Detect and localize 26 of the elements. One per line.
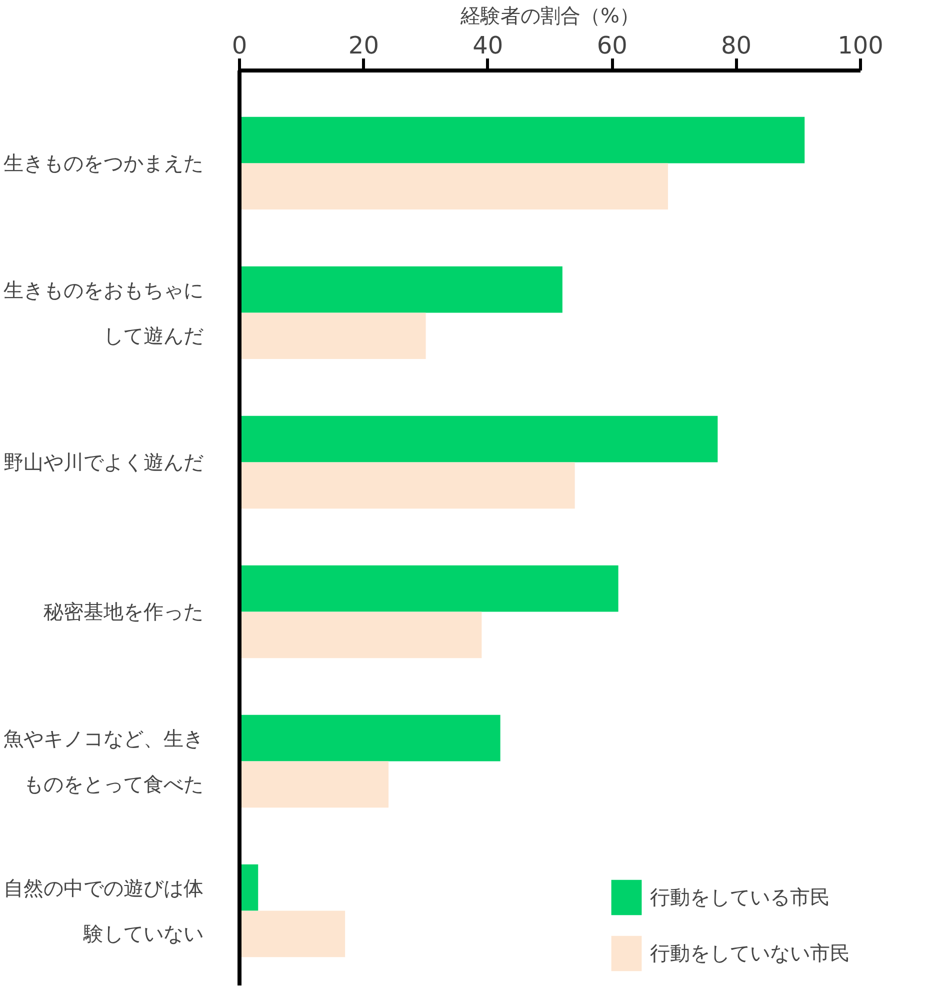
y-tick-label: 自然の中での遊びは体験していない	[4, 876, 204, 946]
bar	[240, 163, 668, 210]
x-tick-label: 80	[721, 32, 752, 60]
bar	[240, 416, 718, 462]
bar	[240, 266, 562, 313]
bar	[240, 612, 482, 658]
x-tick-label: 100	[838, 32, 884, 60]
y-tick-label: 野山や川でよく遊んだ	[4, 450, 204, 474]
bar	[240, 312, 426, 360]
bar	[240, 462, 575, 509]
legend-label: 行動をしている市民	[650, 884, 830, 910]
y-tick-label: 生きものをつかまえた	[4, 151, 204, 176]
y-tick-label: 生きものをおもちゃにして遊んだ	[4, 278, 204, 348]
x-tick-label: 20	[348, 32, 379, 60]
bar	[240, 116, 805, 164]
legend-label: 行動をしていない市民	[650, 940, 850, 966]
x-tick-label: 0	[232, 32, 248, 60]
y-tick-label: 秘密基地を作った	[44, 600, 204, 624]
bar	[240, 910, 346, 958]
x-tick-label: 60	[596, 32, 628, 60]
x-tick-label: 40	[472, 32, 504, 60]
bar	[240, 565, 618, 612]
y-tick-label: 魚やキノコなど、生きものをとって食べた	[4, 726, 204, 796]
bar	[240, 714, 500, 762]
bar	[240, 761, 389, 808]
x-axis-title: 経験者の割合（%）	[460, 4, 640, 28]
